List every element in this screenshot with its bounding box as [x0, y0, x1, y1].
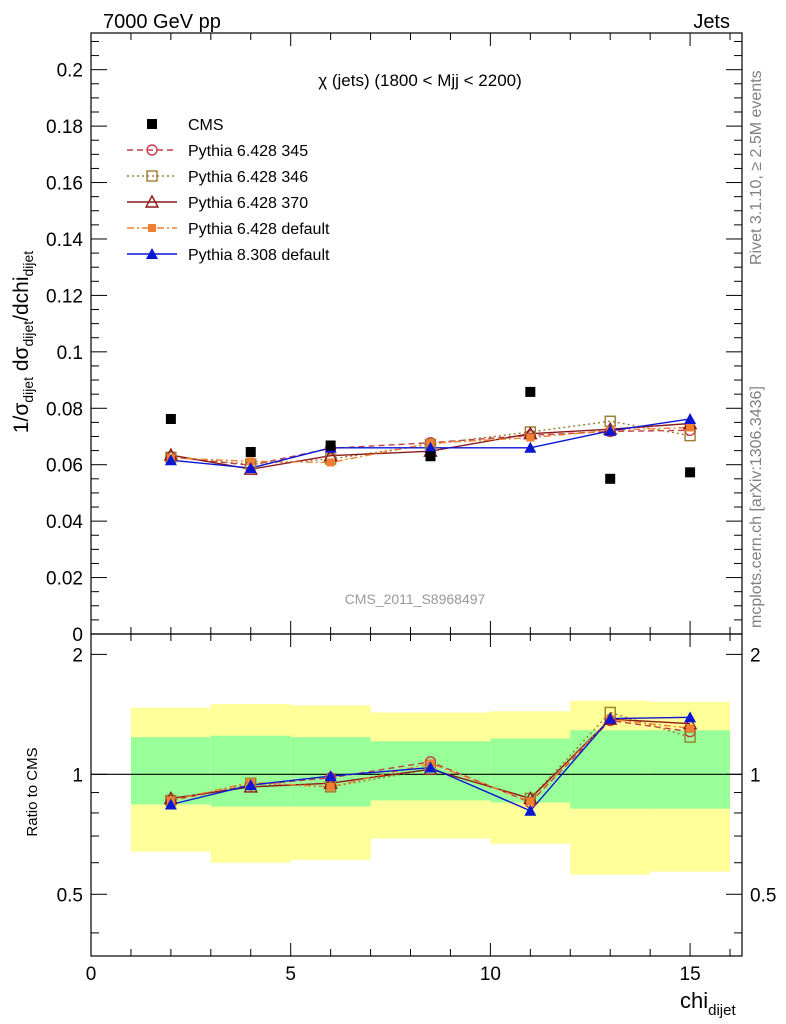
ratio-band-inner: [570, 730, 651, 809]
y-tick-label: 0.12: [46, 286, 83, 307]
series-3-ratio-point: [686, 724, 695, 733]
header-left: 7000 GeV pp: [103, 11, 221, 33]
ratio-y-tick-label: 2: [72, 645, 83, 666]
series-3-point: [246, 457, 255, 466]
chart-title: χ (jets) (1800 < Mjj < 2200): [318, 71, 522, 90]
series-4-point: [164, 454, 177, 466]
data-point: [425, 451, 436, 462]
legend-label-3: Pythia 6.428 default: [188, 221, 330, 238]
y-tick-label: 0: [72, 625, 83, 646]
legend-label-data: CMS: [188, 117, 224, 134]
series-4-point: [684, 412, 697, 424]
legend-marker-0: [146, 144, 158, 156]
series-4-ratio-point: [684, 711, 697, 723]
legend-marker-3: [148, 224, 156, 232]
y-axis-label-main: 1/σdijet dσdijet/dchidijet: [10, 251, 36, 433]
y-tick-label: 0.06: [46, 456, 83, 477]
ratio-y-tick-label-right: 0.5: [750, 885, 776, 906]
x-tick-label: 0: [86, 964, 97, 985]
data-point: [325, 440, 336, 451]
series-4-ratio-point: [604, 712, 617, 724]
y-tick-label: 0.02: [46, 569, 83, 590]
data-point: [605, 473, 616, 484]
y-tick-label: 0.18: [46, 117, 83, 138]
series-3-point: [686, 423, 695, 432]
watermark: CMS_2011_S8968497: [345, 591, 486, 607]
series-4-ratio-point: [164, 798, 177, 810]
series-4-ratio-point: [524, 804, 537, 816]
data-point: [165, 413, 176, 424]
legend-marker-data: [147, 119, 157, 129]
series-4-point: [524, 441, 537, 453]
series-3-point: [526, 433, 535, 442]
x-tick-label: 15: [680, 964, 701, 985]
series-4-ratio-point: [244, 779, 257, 791]
y-tick-label: 0.14: [46, 230, 83, 251]
ratio-band-inner: [210, 735, 291, 807]
series-3-ratio-point: [326, 782, 335, 791]
legend-marker-2: [144, 194, 160, 208]
data-point: [525, 386, 536, 397]
x-tick-label: 10: [480, 964, 501, 985]
ratio-y-tick-label-right: 2: [750, 645, 761, 666]
series-4-ratio-point: [424, 761, 437, 773]
y-tick-label: 0.08: [46, 399, 83, 420]
legend-label-1: Pythia 6.428 346: [188, 169, 308, 186]
ratio-y-tick-label-right: 1: [750, 765, 761, 786]
series-4-point: [244, 462, 257, 474]
y-tick-label: 0.16: [46, 174, 83, 195]
ratio-y-tick-label: 0.5: [57, 885, 83, 906]
header-right: Jets: [693, 11, 730, 33]
y-axis-label-ratio: Ratio to CMS: [24, 747, 41, 836]
series-3-ratio-point: [526, 797, 535, 806]
legend-label-0: Pythia 6.428 345: [188, 143, 308, 160]
mcplots-label: mcplots.cern.ch [arXiv:1306.3436]: [748, 386, 765, 628]
legend-label-4: Pythia 8.308 default: [188, 247, 330, 264]
legend-marker-4: [146, 248, 158, 259]
series-4-ratio-point: [324, 770, 337, 782]
ratio-y-tick-label: 1: [72, 765, 83, 786]
series-4-point: [604, 424, 617, 436]
y-tick-label: 0.2: [57, 61, 83, 82]
series-3-point: [326, 458, 335, 467]
legend-marker-1: [146, 170, 158, 182]
legend-label-2: Pythia 6.428 370: [188, 195, 308, 212]
y-tick-label: 0.1: [57, 343, 83, 364]
series-4-point: [424, 441, 437, 453]
data-point: [245, 447, 256, 458]
ratio-band-inner: [650, 730, 731, 809]
data-point: [685, 467, 696, 478]
x-tick-label: 5: [285, 964, 296, 985]
ratio-frame: [90, 633, 743, 957]
y-tick-label: 0.04: [46, 512, 83, 533]
rivet-label: Rivet 3.1.10, ≥ 2.5M events: [748, 70, 765, 265]
